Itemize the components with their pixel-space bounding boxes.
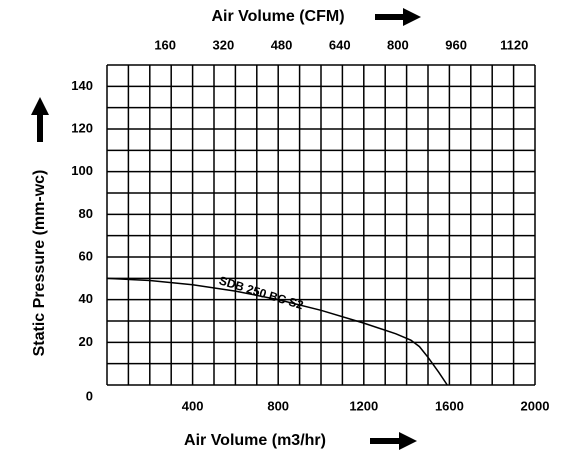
- x-tick-label: 1600: [435, 398, 464, 413]
- x2-axis-title: Air Volume (CFM): [211, 8, 344, 25]
- x-tick-label: 2000: [521, 398, 550, 413]
- y-tick-label: 100: [71, 163, 93, 178]
- y-tick-label: 60: [79, 248, 93, 263]
- y-tick-label: 120: [71, 120, 93, 135]
- y-tick-label: 20: [79, 334, 93, 349]
- x-tick-label: 800: [267, 398, 289, 413]
- y-tick-label: 80: [79, 206, 93, 221]
- x-tick-label: 1200: [349, 398, 378, 413]
- x2-tick-label: 320: [213, 37, 235, 52]
- x-axis-title: Air Volume (m3/hr): [184, 432, 326, 449]
- x2-tick-label: 1120: [500, 37, 528, 52]
- y-tick-label: 140: [71, 78, 93, 93]
- x2-tick-label: 800: [387, 37, 409, 52]
- curve-label: SDB 250 BC S2: [217, 273, 305, 312]
- y-axis-title: Static Pressure (mm-wc): [31, 170, 48, 357]
- y-tick-label: 40: [79, 291, 93, 306]
- curve: [106, 277, 448, 386]
- x2-tick-label: 160: [154, 37, 176, 52]
- y-tick-label: 0: [86, 388, 93, 403]
- x2-tick-label: 480: [271, 37, 293, 52]
- x2-tick-label: 640: [329, 37, 351, 52]
- x2-tick-label: 960: [445, 37, 467, 52]
- x-tick-label: 400: [182, 398, 204, 413]
